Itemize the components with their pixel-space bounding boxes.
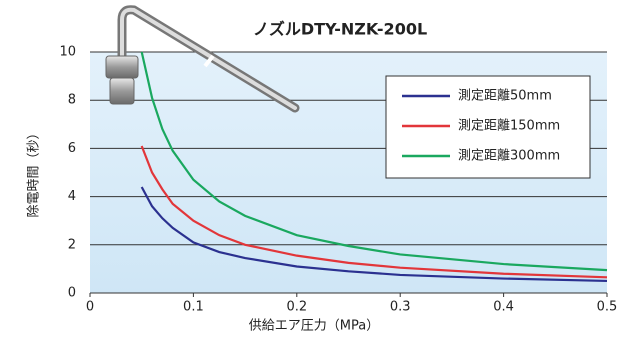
x-tick-label: 0.4 (493, 300, 514, 315)
y-tick-label: 6 (68, 141, 76, 156)
line-series (140, 145, 608, 279)
y-tick-label: 8 (68, 93, 76, 108)
y-tick-label: 2 (68, 237, 76, 252)
y-tick-label: 0 (68, 286, 76, 301)
x-tick-label: 0.5 (597, 300, 618, 315)
x-tick-label: 0.3 (390, 300, 411, 315)
line-series (140, 51, 608, 272)
y-tick-label: 4 (68, 189, 76, 204)
chart-title: ノズルDTY-NZK-200L (253, 20, 427, 39)
legend-label: 測定距離300mm (458, 149, 560, 164)
nozzle-illustration (105, 5, 300, 113)
x-axis-label: 供給エア圧力（MPa） (249, 319, 379, 334)
y-axis-label: 除電時間（秒） (27, 126, 42, 217)
legend-label: 測定距離150mm (458, 119, 560, 134)
x-tick-label: 0 (86, 300, 94, 315)
legend-label: 測定距離50mm (458, 89, 552, 104)
line-series (140, 186, 608, 283)
x-tick-label: 0.2 (286, 300, 307, 315)
x-tick-label: 0.1 (183, 300, 204, 315)
y-tick-label: 10 (59, 45, 76, 60)
